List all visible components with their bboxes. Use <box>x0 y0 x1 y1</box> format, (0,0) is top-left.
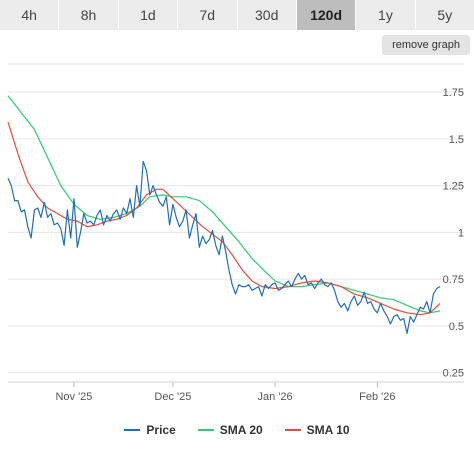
x-tick-label: Jan '26 <box>258 391 293 403</box>
tab-120d[interactable]: 120d <box>296 0 357 30</box>
series-line-sma10 <box>7 121 441 316</box>
y-axis-ticks: 0.25 0.5 0.75 1 1.25 1.5 1.75 <box>443 87 464 380</box>
legend-swatch-sma10 <box>284 429 301 431</box>
x-tick-label: Feb '26 <box>359 391 395 403</box>
x-tick-label: Dec '25 <box>154 391 191 403</box>
price-chart: 0.25 0.5 0.75 1 1.25 1.5 1.75 Nov '25 Dec '25 Ja… <box>7 63 464 403</box>
y-tick-label: 0.75 <box>443 274 464 286</box>
x-tick-label: Nov '25 <box>55 391 92 403</box>
legend-label-price: Price <box>146 423 176 437</box>
tab-1y[interactable]: 1y <box>356 0 416 30</box>
tab-7d[interactable]: 7d <box>178 0 238 30</box>
legend-swatch-sma20 <box>197 429 214 431</box>
tab-4h[interactable]: 4h <box>0 0 60 30</box>
tab-8h[interactable]: 8h <box>59 0 119 30</box>
legend-swatch-price <box>124 429 141 431</box>
y-tick-label: 1.75 <box>443 87 464 99</box>
y-tick-label: 1.25 <box>443 181 464 193</box>
series-line-price <box>7 160 441 334</box>
legend-label-sma10: SMA 10 <box>306 423 350 437</box>
tab-30d[interactable]: 30d <box>238 0 297 30</box>
legend-item-price[interactable]: Price <box>124 423 176 437</box>
y-tick-label: 0.25 <box>443 368 464 380</box>
legend-label-sma20: SMA 20 <box>219 423 263 437</box>
legend-item-sma20[interactable]: SMA 20 <box>197 423 263 437</box>
chart-grid <box>8 63 464 383</box>
remove-graph-button[interactable]: remove graph <box>382 35 470 55</box>
legend-item-sma10[interactable]: SMA 10 <box>284 423 350 437</box>
y-tick-label: 0.5 <box>449 321 464 333</box>
timeframe-tabs: 4h 8h 1d 7d 30d 120d 1y 5y <box>0 0 474 30</box>
y-tick-label: 1 <box>458 227 464 239</box>
chart-legend: Price SMA 20 SMA 10 <box>0 420 474 440</box>
y-tick-label: 1.5 <box>449 134 464 146</box>
tab-1d[interactable]: 1d <box>119 0 179 30</box>
x-axis-ticks: Nov '25 Dec '25 Jan '26 Feb '26 <box>55 382 396 403</box>
tab-5y[interactable]: 5y <box>437 7 453 23</box>
series-line-sma20 <box>7 95 441 314</box>
series-lines <box>7 95 441 334</box>
